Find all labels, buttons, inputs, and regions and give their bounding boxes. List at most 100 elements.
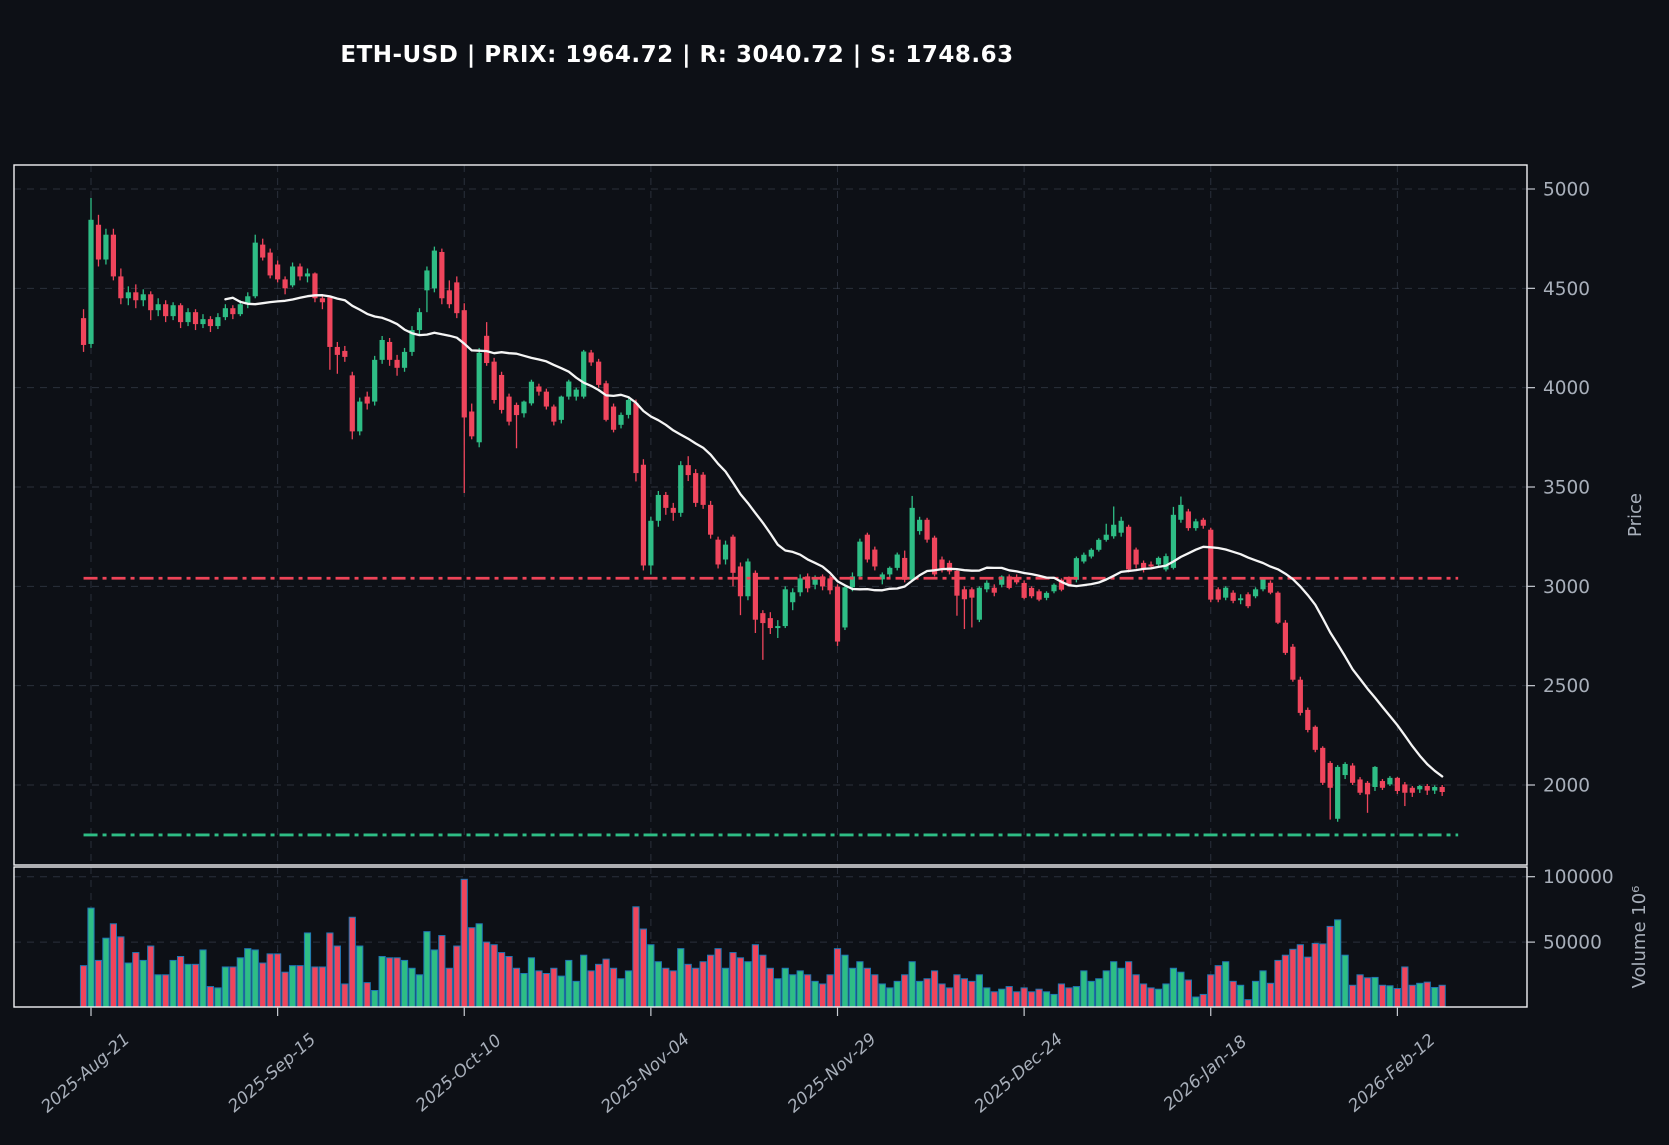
volume-bar — [647, 944, 655, 1008]
candle-body — [401, 351, 408, 368]
candle-body — [909, 507, 915, 580]
volume-bar — [871, 974, 879, 1008]
candle-body — [155, 304, 161, 311]
volume-bar — [595, 963, 603, 1008]
candle-body — [1208, 529, 1214, 600]
volume-bar — [244, 948, 252, 1008]
candle-body — [1133, 549, 1139, 565]
candle-body — [1357, 779, 1363, 793]
date-tick-label: 2025-Nov-04 — [597, 1029, 693, 1116]
candle-body — [289, 266, 296, 286]
volume-bar — [1162, 983, 1170, 1008]
volume-bar — [288, 965, 297, 1008]
volume-bar — [565, 959, 573, 1008]
candle-body — [357, 401, 363, 432]
volume-bar — [1319, 943, 1327, 1008]
candle-body — [1036, 591, 1042, 600]
volume-bar — [363, 982, 371, 1008]
volume-bar — [662, 967, 670, 1008]
volume-bar — [1416, 982, 1424, 1008]
candle-body — [603, 383, 609, 420]
price-panel-spine — [13, 164, 1528, 866]
volume-bar — [953, 974, 961, 1008]
candle-body — [177, 305, 184, 323]
candle-body — [685, 465, 691, 476]
candle-body — [819, 576, 826, 587]
candle-body — [387, 341, 393, 360]
candle-body — [700, 474, 706, 505]
candle-body — [1402, 784, 1408, 793]
candle-body — [1140, 562, 1147, 570]
volume-bar — [1117, 967, 1125, 1008]
candle-body — [812, 578, 818, 585]
volume-bar — [229, 966, 237, 1008]
candle-body — [1148, 564, 1154, 567]
volume-bar — [356, 945, 364, 1008]
candle-body — [431, 250, 437, 289]
volume-bar — [453, 945, 461, 1008]
volume-bar — [1154, 988, 1163, 1008]
volume-bar — [460, 878, 468, 1008]
volume-bar — [206, 986, 215, 1008]
volume-bar — [251, 949, 259, 1008]
volume-bar — [796, 970, 804, 1008]
candle-body — [857, 541, 863, 577]
volume-tick-label: 100000 — [1543, 867, 1614, 888]
candle-body — [931, 537, 938, 575]
volume-bar — [266, 953, 274, 1008]
volume-bar — [863, 967, 871, 1008]
candle-body — [230, 308, 236, 315]
volume-bar — [938, 983, 946, 1008]
candle-body — [461, 310, 467, 418]
candle-body — [551, 406, 557, 422]
candle-body — [297, 266, 303, 277]
ma-layer — [224, 294, 1444, 778]
volume-bar — [1147, 987, 1155, 1008]
candle-body — [827, 578, 833, 591]
volume-bar — [1095, 978, 1103, 1008]
volume-bar — [1192, 996, 1200, 1008]
volume-bar — [736, 957, 745, 1008]
candle-body — [185, 312, 191, 323]
volume-bar — [1259, 970, 1267, 1008]
candle-body — [454, 282, 460, 314]
candle-body — [1178, 504, 1184, 520]
candle-body — [917, 519, 923, 532]
candle-body — [1245, 594, 1251, 607]
candle-body — [110, 234, 116, 277]
candle-body — [976, 587, 982, 620]
volume-bar — [916, 980, 924, 1008]
volume-bar — [1266, 982, 1275, 1008]
volume-bar — [221, 966, 229, 1008]
volume-bar — [1139, 983, 1148, 1008]
volume-bar — [1356, 974, 1364, 1008]
candle-body — [655, 494, 661, 521]
volume-bar — [856, 961, 864, 1008]
volume-bar — [1110, 961, 1118, 1008]
candle-body — [484, 335, 490, 364]
candle-body — [1014, 576, 1020, 583]
volume-bar — [132, 952, 140, 1008]
volume-bar — [654, 961, 662, 1008]
volume-bar — [1408, 984, 1416, 1008]
volume-bar — [527, 957, 536, 1008]
candle-body — [498, 374, 505, 410]
volume-bar — [1207, 974, 1215, 1008]
volume-bar — [1431, 986, 1439, 1008]
volume-bar — [677, 948, 685, 1008]
volume-bar — [1334, 919, 1342, 1008]
candle-body — [581, 351, 587, 397]
date-tick-label: 2026-Feb-12 — [1345, 1030, 1440, 1116]
candle-body — [1394, 777, 1400, 791]
candle-body — [1417, 785, 1423, 790]
volume-bar — [124, 962, 132, 1008]
candle-body — [1379, 781, 1386, 788]
candle-body — [1170, 514, 1177, 568]
candle-body — [140, 294, 146, 301]
candle-body — [961, 589, 968, 600]
volume-bar — [393, 957, 401, 1008]
candle-body — [521, 401, 527, 414]
candle-body — [954, 570, 960, 596]
candle-body — [1387, 777, 1393, 785]
